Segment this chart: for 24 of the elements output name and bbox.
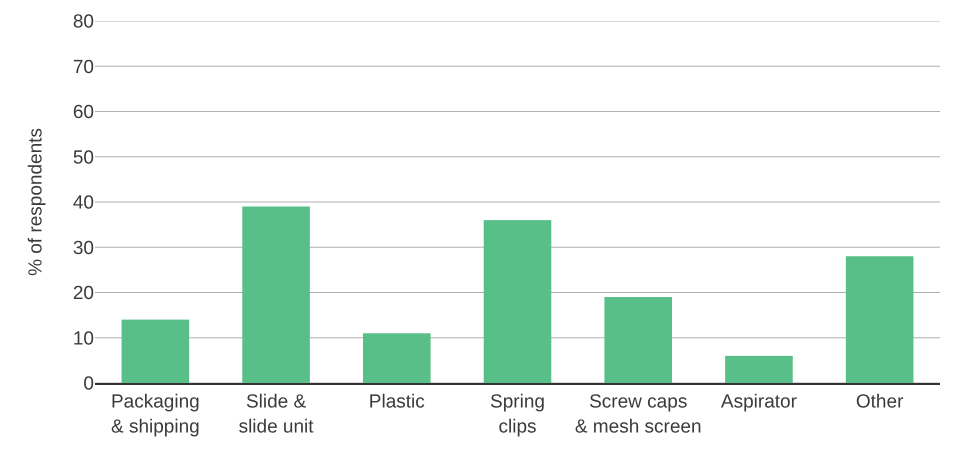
x-tick-label: Packaging & shipping	[110, 392, 200, 438]
y-tick-label: 40	[72, 192, 94, 214]
bar	[242, 206, 310, 383]
y-tick-label: 50	[72, 147, 94, 168]
x-tick-label: Aspirator	[720, 392, 798, 413]
bar	[846, 256, 914, 383]
y-axis-title: % of respondents	[26, 128, 47, 276]
x-tick-label: Other	[856, 392, 904, 413]
y-tick-label: 10	[72, 328, 94, 350]
y-tick-label: 0	[83, 374, 94, 395]
x-tick-label: Plastic	[368, 392, 425, 413]
bar	[725, 356, 793, 383]
bar	[484, 220, 552, 383]
x-tick-label: Slide & slide unit	[238, 392, 314, 438]
y-tick-label: 60	[72, 102, 94, 124]
x-tick-label: Screw caps & mesh screen	[574, 392, 702, 438]
y-tick-label: 80	[72, 12, 94, 33]
y-tick-label: 30	[72, 238, 94, 259]
bar	[604, 297, 672, 383]
y-tick-label: 70	[72, 56, 94, 78]
x-tick-label: Spring clips	[490, 392, 545, 438]
y-tick-label: 20	[72, 283, 94, 304]
bar	[362, 333, 431, 383]
bar	[122, 320, 190, 383]
